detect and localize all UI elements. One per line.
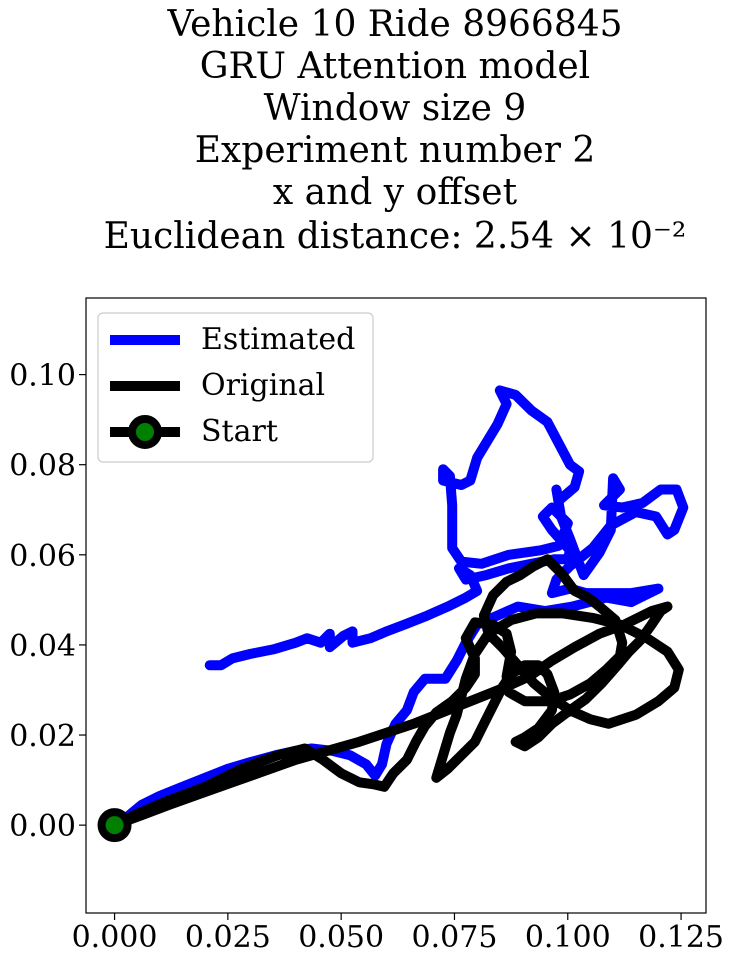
axes-frame (85, 297, 707, 914)
axes: 0.000 0.025 0.050 0.075 0.100 0.125 0.00 0.02 0.… (9, 297, 724, 955)
y-tick-label: 0.10 (9, 359, 76, 394)
x-tick-label: 0.075 (412, 920, 498, 955)
legend-label-original: Original (201, 368, 325, 403)
x-tick-label: 0.000 (72, 920, 158, 955)
legend-label-start: Start (201, 414, 278, 449)
chart-title: Vehicle 10 Ride 8966845 GRU Attention mo… (104, 4, 687, 257)
title-line-2: GRU Attention model (200, 46, 590, 87)
legend-marker-start (128, 415, 162, 449)
x-tick-label: 0.100 (525, 920, 611, 955)
series-line-original (109, 554, 684, 831)
title-line-3: Window size 9 (264, 88, 527, 129)
start-marker (97, 808, 132, 843)
title-line-5: x and y offset (273, 172, 518, 213)
x-tick-label: 0.050 (298, 920, 384, 955)
y-tick-label: 0.00 (9, 809, 76, 844)
title-line-6: Euclidean distance: 2.54 × 10⁻² (104, 216, 687, 257)
legend: Estimated Original Start (97, 312, 374, 463)
x-tick-label: 0.125 (638, 920, 724, 955)
series-line-estimated (109, 385, 689, 831)
x-tick-label: 0.025 (185, 920, 271, 955)
y-tick-label: 0.04 (9, 629, 76, 664)
plot-area (97, 385, 689, 843)
y-tick-label: 0.08 (9, 449, 76, 484)
title-line-1: Vehicle 10 Ride 8966845 (166, 4, 622, 45)
legend-label-estimated: Estimated (201, 322, 355, 357)
legend-box (97, 312, 374, 463)
y-tick-label: 0.02 (9, 719, 76, 754)
title-line-4: Experiment number 2 (195, 130, 596, 171)
y-tick-label: 0.06 (9, 539, 76, 574)
